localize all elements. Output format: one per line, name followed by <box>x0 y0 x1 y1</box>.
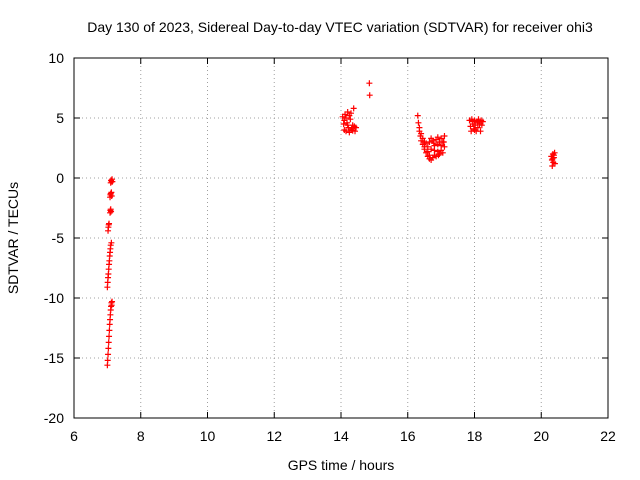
data-point <box>426 139 433 145</box>
x-tick-label: 8 <box>137 428 145 444</box>
data-point <box>109 178 116 185</box>
data-point <box>434 134 441 141</box>
data-point <box>108 239 115 246</box>
x-tick-label: 10 <box>200 428 216 444</box>
data-point <box>441 133 448 139</box>
data-point <box>430 140 437 147</box>
data-point <box>438 142 445 149</box>
data-point <box>108 177 115 184</box>
data-point <box>108 193 115 199</box>
y-tick-label: -15 <box>44 350 64 366</box>
y-tick-label: 0 <box>56 170 64 186</box>
data-point <box>474 119 481 126</box>
y-tick-label: -5 <box>52 230 65 246</box>
data-point <box>440 139 447 145</box>
data-point <box>424 148 431 155</box>
data-points <box>104 80 558 369</box>
grid-lines <box>74 58 608 418</box>
data-point <box>343 128 350 135</box>
x-axis-label: GPS time / hours <box>288 457 395 473</box>
data-point <box>436 151 443 157</box>
x-tick-label: 20 <box>533 428 549 444</box>
data-point <box>104 357 111 364</box>
data-point <box>434 141 441 148</box>
chart-title: Day 130 of 2023, Sidereal Day-to-day VTE… <box>87 19 593 35</box>
data-point <box>423 140 430 147</box>
data-point <box>435 152 442 159</box>
data-point <box>478 122 485 129</box>
y-axis-label: SDTVAR / TECUs <box>5 182 21 294</box>
x-tick-label: 18 <box>467 428 483 444</box>
data-point <box>421 143 428 150</box>
x-tick-label: 16 <box>400 428 416 444</box>
data-point <box>347 116 354 123</box>
y-tick-label: -10 <box>44 290 64 306</box>
data-point <box>550 152 557 159</box>
data-point <box>416 124 423 131</box>
data-point <box>366 92 373 99</box>
data-point <box>441 143 448 150</box>
axis-ticks: 6 8 10 12 14 16 18 20 22 -20 -15 -10 -5 0 5 10 <box>44 50 616 444</box>
data-point <box>549 155 556 162</box>
y-tick-label: 10 <box>48 50 64 66</box>
data-point <box>105 339 112 346</box>
data-point <box>105 345 112 352</box>
data-point <box>428 146 435 153</box>
y-tick-label: 5 <box>56 110 64 126</box>
data-point <box>477 128 484 135</box>
data-point <box>414 112 421 119</box>
x-tick-label: 14 <box>333 428 349 444</box>
x-tick-label: 22 <box>600 428 616 444</box>
data-point <box>106 333 113 340</box>
data-point <box>439 149 446 156</box>
data-point <box>431 147 438 154</box>
data-point <box>344 122 351 129</box>
data-point <box>418 130 425 137</box>
data-point <box>108 208 115 215</box>
data-point <box>343 115 350 121</box>
data-point <box>475 116 482 123</box>
x-tick-label: 12 <box>266 428 282 444</box>
data-point <box>106 327 113 334</box>
data-point <box>426 152 433 159</box>
data-point <box>105 351 112 358</box>
data-point <box>353 124 360 131</box>
data-point <box>344 109 351 115</box>
data-point <box>340 121 347 127</box>
data-point <box>106 220 113 227</box>
data-point <box>366 80 373 87</box>
data-point <box>350 105 357 112</box>
data-point <box>551 160 558 167</box>
data-point <box>479 118 486 125</box>
y-tick-label: -20 <box>44 410 64 426</box>
data-point <box>471 127 478 133</box>
data-point <box>469 118 476 125</box>
data-point <box>415 119 422 126</box>
data-point <box>419 135 426 142</box>
data-point <box>346 112 353 119</box>
data-point <box>349 127 356 134</box>
data-point <box>438 135 445 142</box>
x-tick-label: 6 <box>70 428 78 444</box>
data-point <box>109 298 116 305</box>
